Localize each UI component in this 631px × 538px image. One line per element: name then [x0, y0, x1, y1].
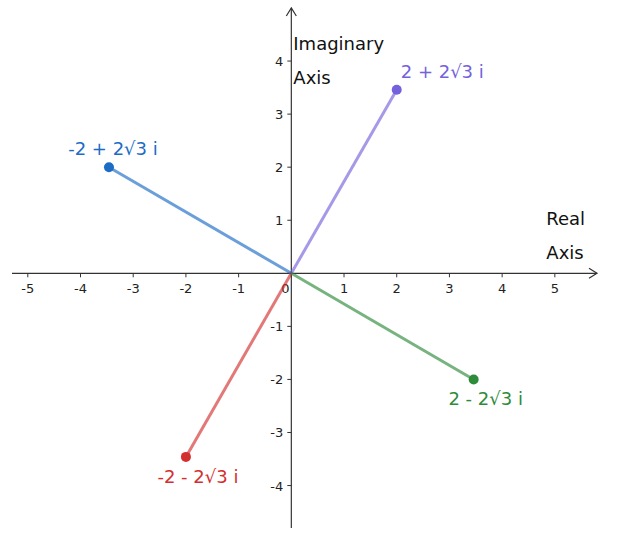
- tick-label: -4: [270, 479, 283, 494]
- point-label: 2 - 2√3 i: [448, 388, 523, 409]
- axis-arrow: [286, 8, 296, 16]
- tick-label: 4: [275, 54, 283, 69]
- x-axis-label-line: Real: [546, 208, 585, 229]
- y-axis-label-line: Axis: [293, 67, 330, 88]
- vector-point: [469, 374, 479, 384]
- x-axis-label-line: Axis: [546, 242, 583, 263]
- tick-label: 5: [551, 281, 559, 296]
- vector-line: [109, 167, 291, 273]
- vector-point: [392, 85, 402, 95]
- point-label: -2 + 2√3 i: [68, 138, 158, 159]
- tick-label: -2: [270, 372, 283, 387]
- axis-arrow: [589, 268, 597, 278]
- tick-label: -1: [270, 319, 283, 334]
- tick: [396, 273, 397, 277]
- tick-label: 2: [275, 160, 283, 175]
- point-label: 2 + 2√3 i: [401, 61, 484, 82]
- x-axis: [12, 273, 597, 274]
- vector-line: [186, 273, 291, 457]
- y-axis: [291, 8, 292, 528]
- tick: [287, 432, 291, 433]
- tick: [449, 273, 450, 277]
- tick: [287, 61, 291, 62]
- tick: [287, 220, 291, 221]
- tick: [185, 273, 186, 277]
- y-axis-label: Imaginary Axis: [293, 33, 384, 88]
- tick-label: 4: [498, 281, 506, 296]
- tick-label: -4: [74, 281, 87, 296]
- point-label: -2 - 2√3 i: [157, 466, 238, 487]
- vector-point: [104, 162, 114, 172]
- tick: [287, 485, 291, 486]
- vectors: [104, 85, 479, 462]
- tick-label: 3: [445, 281, 453, 296]
- tick: [554, 273, 555, 277]
- tick: [287, 167, 291, 168]
- tick-label: -2: [179, 281, 192, 296]
- tick-label: -3: [270, 425, 283, 440]
- vector-line: [291, 273, 473, 379]
- tick: [344, 273, 345, 277]
- tick-label: 3: [275, 107, 283, 122]
- tick: [238, 273, 239, 277]
- tick-label: -1: [232, 281, 245, 296]
- tick: [27, 273, 28, 277]
- tick: [287, 114, 291, 115]
- tick-label: 2: [393, 281, 401, 296]
- tick: [80, 273, 81, 277]
- tick-label: -5: [21, 281, 34, 296]
- tick-label: 1: [275, 213, 283, 228]
- tick: [287, 379, 291, 380]
- tick-label: -3: [127, 281, 140, 296]
- vector-line: [291, 90, 396, 274]
- x-axis-label: Real Axis: [546, 208, 585, 263]
- chart: -5-4-3-2-1012345-4-3-2-11234RealAxisImag…: [0, 0, 631, 538]
- tick-label: 1: [340, 281, 348, 296]
- y-axis-label-line: Imaginary: [293, 33, 384, 54]
- tick: [287, 326, 291, 327]
- vector-point: [181, 452, 191, 462]
- tick: [133, 273, 134, 277]
- tick: [502, 273, 503, 277]
